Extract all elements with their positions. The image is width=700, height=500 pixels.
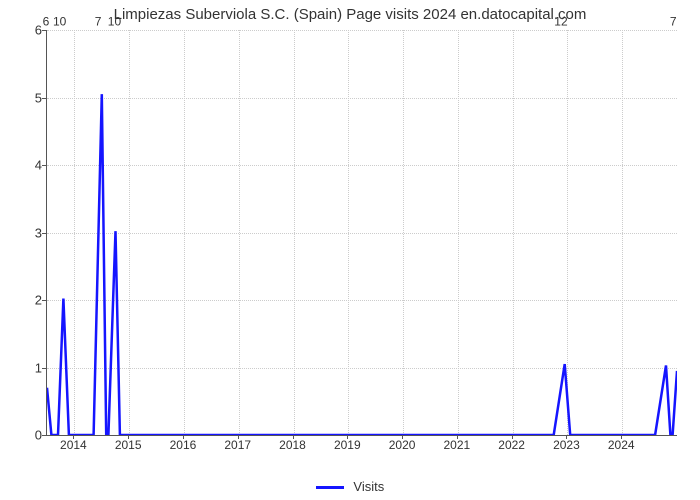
ytick-mark [42,233,46,234]
xtick-mark [621,435,622,439]
xtick-year-label: 2017 [224,438,251,452]
chart-container: Limpiezas Suberviola S.C. (Spain) Page v… [0,0,700,500]
xtick-year-label: 2024 [608,438,635,452]
plot-area [46,30,677,436]
xtick-aux-label: 10 [53,15,66,29]
xtick-mark [293,435,294,439]
xtick-year-label: 2014 [60,438,87,452]
line-series [47,30,677,435]
ytick-label: 5 [28,90,42,105]
xtick-aux-label: 6 [43,15,50,29]
xtick-mark [128,435,129,439]
xtick-aux-label: 10 [108,15,121,29]
xtick-mark [402,435,403,439]
ytick-label: 2 [28,293,42,308]
ytick-label: 4 [28,158,42,173]
chart-title: Limpiezas Suberviola S.C. (Spain) Page v… [0,6,700,23]
xtick-year-label: 2015 [115,438,142,452]
xtick-mark [347,435,348,439]
ytick-label: 0 [28,428,42,443]
xtick-year-label: 2022 [498,438,525,452]
ytick-mark [42,165,46,166]
xtick-year-label: 2020 [389,438,416,452]
xtick-mark [457,435,458,439]
legend-swatch [316,486,344,489]
xtick-mark [238,435,239,439]
xtick-year-label: 2018 [279,438,306,452]
xtick-mark [73,435,74,439]
ytick-mark [42,368,46,369]
ytick-label: 3 [28,225,42,240]
legend: Visits [0,479,700,494]
xtick-aux-label: 12 [554,15,567,29]
xtick-year-label: 2016 [170,438,197,452]
ytick-mark [42,300,46,301]
xtick-aux-label: 7 [95,15,102,29]
xtick-aux-label: 7 [670,15,677,29]
ytick-mark [42,30,46,31]
legend-label: Visits [353,479,384,494]
xtick-year-label: 2019 [334,438,361,452]
ytick-mark [42,435,46,436]
ytick-mark [42,98,46,99]
xtick-year-label: 2021 [444,438,471,452]
xtick-mark [183,435,184,439]
xtick-mark [566,435,567,439]
xtick-year-label: 2023 [553,438,580,452]
ytick-label: 6 [28,23,42,38]
xtick-mark [512,435,513,439]
ytick-label: 1 [28,360,42,375]
